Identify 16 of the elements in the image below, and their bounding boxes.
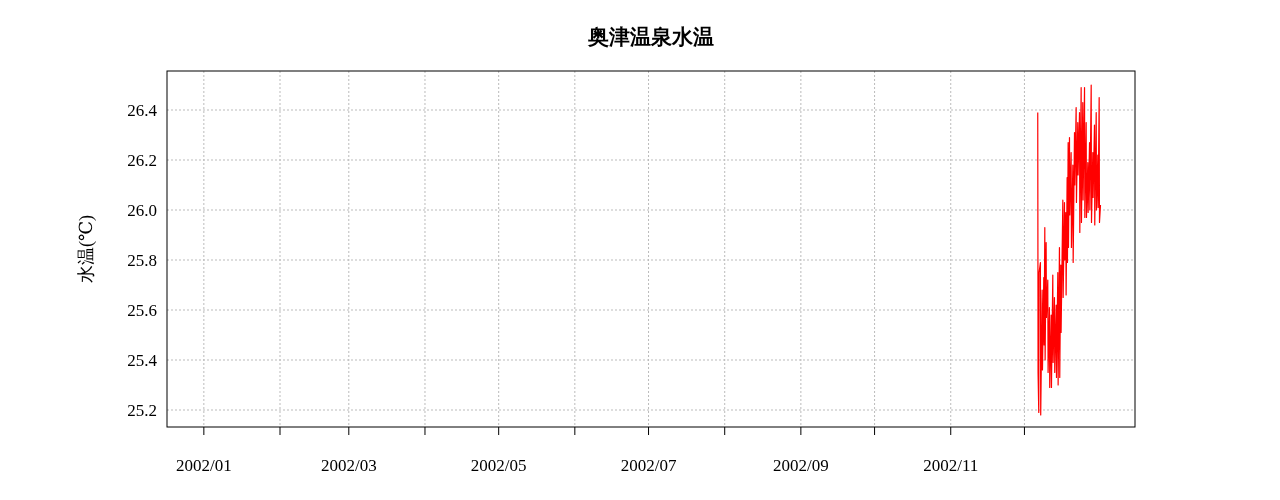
x-tick-label: 2002/03 xyxy=(320,456,377,475)
y-tick-label: 25.2 xyxy=(127,401,157,420)
y-tick-label: 26.0 xyxy=(127,201,157,220)
x-tick-label: 2002/07 xyxy=(620,456,677,475)
chart-title: 奥津温泉水温 xyxy=(587,25,714,49)
x-tick-label: 2002/11 xyxy=(923,456,979,475)
y-tick-label: 25.4 xyxy=(127,351,158,370)
y-tick-label: 26.2 xyxy=(127,151,157,170)
y-tick-label: 25.8 xyxy=(127,251,157,270)
line-series xyxy=(1037,84,1102,416)
x-tick-label: 2002/01 xyxy=(175,456,232,475)
y-tick-label: 26.4 xyxy=(127,101,158,120)
x-tick-label: 2002/09 xyxy=(773,456,829,475)
x-tick-label: 2002/05 xyxy=(470,456,527,475)
y-axis-title: 水温(℃) xyxy=(76,214,97,284)
y-tick-label: 25.6 xyxy=(127,301,157,320)
